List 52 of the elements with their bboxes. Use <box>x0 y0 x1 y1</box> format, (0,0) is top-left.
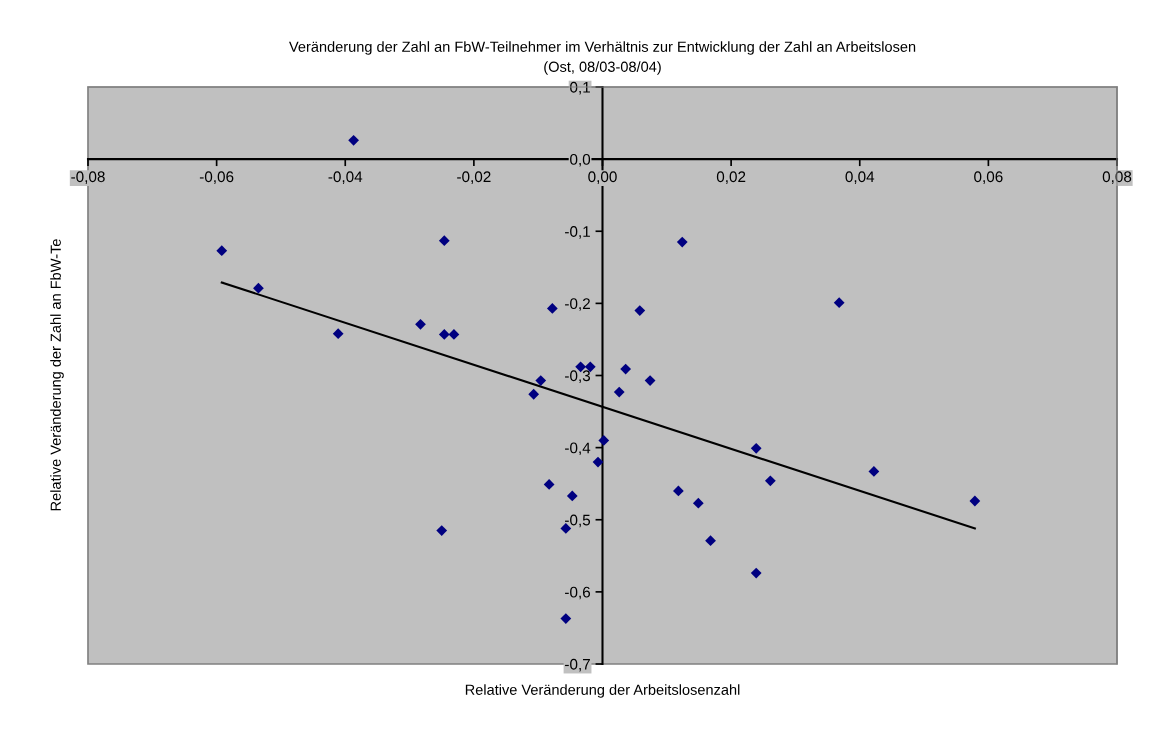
chart-subtitle: (Ost, 08/03-08/04) <box>544 61 661 75</box>
point <box>764 475 776 487</box>
point <box>448 329 460 340</box>
point <box>436 525 448 536</box>
point <box>216 245 228 257</box>
y-tick-label: -0,7 <box>565 658 590 672</box>
point <box>598 435 610 446</box>
point <box>535 375 547 386</box>
point <box>332 328 344 340</box>
chart-title: Veränderung der Zahl an FbW-Teilnehmer im Verhältnis zur Entwicklung der Zahl an Arbeitslosen <box>289 41 916 55</box>
x-tick-label: 0,04 <box>845 171 875 184</box>
point <box>868 466 880 477</box>
point <box>613 386 625 398</box>
x-tick-label: -0,06 <box>199 171 234 184</box>
point <box>692 497 704 509</box>
y-tick-label: 0,1 <box>570 81 590 95</box>
point <box>750 567 762 579</box>
point <box>969 495 981 507</box>
x-tick-label: -0,08 <box>71 171 105 184</box>
y-tick-label: -0,3 <box>565 370 591 383</box>
point <box>592 456 604 468</box>
point <box>438 235 450 247</box>
x-tick-label: 0,02 <box>716 171 746 184</box>
x-axis-title: Relative Veränderung der Arbeitslosenzahl <box>465 684 740 698</box>
point <box>705 535 716 547</box>
y-tick-label: -0,1 <box>565 226 590 239</box>
point <box>566 490 578 502</box>
x-tick-label: 0,08 <box>1102 171 1132 184</box>
point <box>415 318 426 330</box>
point <box>543 479 555 490</box>
point <box>620 363 632 375</box>
point <box>634 305 646 316</box>
point <box>676 236 688 248</box>
y-tick-label: -0,5 <box>565 514 591 528</box>
point <box>750 442 762 454</box>
x-tick-label: -0,02 <box>457 171 491 184</box>
y-tick-label: -0,2 <box>565 298 590 311</box>
x-tick-label: 0,00 <box>588 171 617 184</box>
point <box>560 613 572 624</box>
point <box>528 388 540 400</box>
point <box>348 134 359 146</box>
point <box>253 282 264 294</box>
y-tick-label: -0,4 <box>565 442 591 456</box>
x-tick-label: 0,06 <box>974 171 1003 184</box>
y-axis-title: Relative Veränderung der Zahl an FbW-Te <box>50 239 64 511</box>
point <box>438 329 450 340</box>
y-tick-label: -0,6 <box>565 586 591 600</box>
point <box>546 303 558 314</box>
x-tick-label: -0,04 <box>328 171 363 184</box>
point <box>833 297 845 309</box>
y-tick-label: 0,0 <box>570 153 591 167</box>
point <box>673 485 684 497</box>
